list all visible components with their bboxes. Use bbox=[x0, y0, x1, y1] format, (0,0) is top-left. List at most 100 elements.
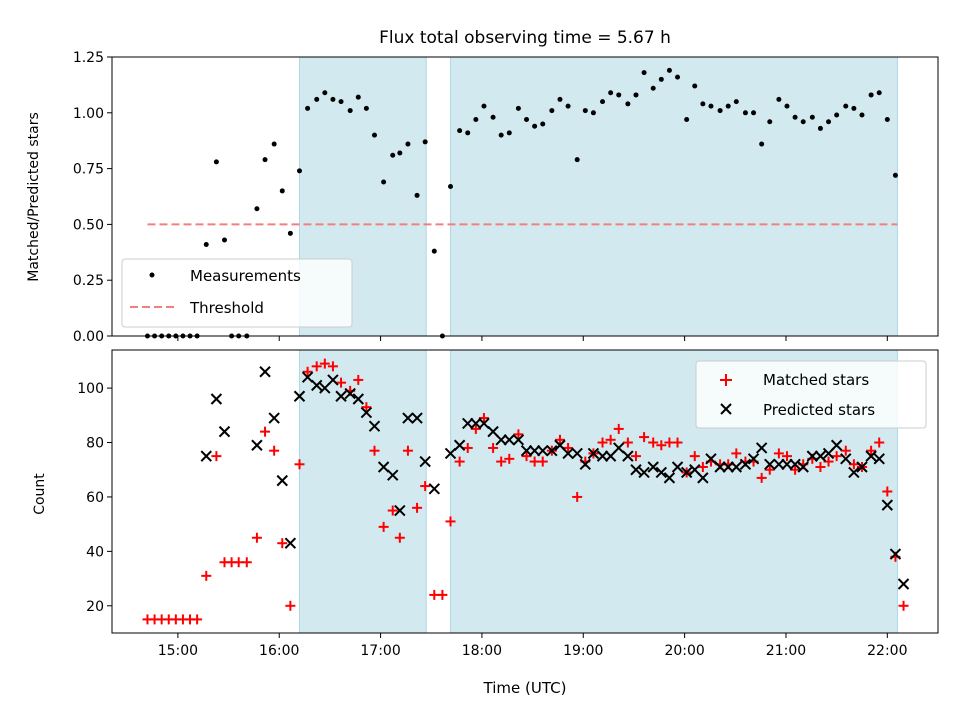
matched-star-point bbox=[513, 429, 524, 440]
matched-star-point bbox=[311, 361, 322, 372]
matched-star-point bbox=[302, 366, 313, 377]
matched-star-point bbox=[454, 456, 465, 467]
predicted-star-stroke bbox=[218, 425, 231, 438]
x-tick-label: 17:00 bbox=[360, 643, 400, 659]
measurement-point bbox=[465, 130, 471, 136]
matched-star-point bbox=[294, 459, 305, 470]
matched-star-point bbox=[412, 502, 423, 513]
predicted-star-stroke bbox=[546, 444, 558, 457]
predicted-star-point bbox=[301, 371, 314, 383]
measurement-point bbox=[271, 141, 277, 147]
predicted-star-point bbox=[210, 393, 223, 405]
predicted-star-stroke bbox=[311, 379, 323, 392]
matched-star-point bbox=[898, 600, 909, 611]
matched-star-point bbox=[478, 413, 489, 424]
predicted-star-stroke bbox=[848, 466, 860, 479]
matched-star-point bbox=[260, 426, 271, 437]
predicted-star-point bbox=[284, 537, 297, 549]
measurement-point bbox=[851, 105, 857, 111]
predicted-star-stroke bbox=[747, 453, 760, 465]
predicted-star-point bbox=[714, 461, 726, 473]
predicted-star-point bbox=[797, 461, 809, 473]
matched-star-point bbox=[656, 440, 667, 451]
matched-star-point bbox=[402, 445, 413, 456]
measurement-point bbox=[524, 116, 530, 122]
measurement-point bbox=[262, 157, 268, 163]
matched-star-point bbox=[554, 434, 565, 445]
measurement-point bbox=[708, 103, 714, 109]
measurement-point bbox=[431, 248, 437, 254]
predicted-star-point bbox=[655, 466, 668, 479]
predicted-star-point bbox=[462, 417, 474, 430]
predicted-star-stroke bbox=[528, 444, 541, 457]
measurement-point bbox=[658, 76, 664, 82]
predicted-star-point bbox=[848, 466, 860, 479]
predicted-star-point bbox=[764, 458, 776, 470]
predicted-star-stroke bbox=[789, 458, 801, 470]
top-legend-box bbox=[121, 258, 353, 328]
predicted-star-stroke bbox=[671, 461, 684, 473]
predicted-star-point bbox=[387, 469, 399, 481]
measurement-point bbox=[481, 103, 487, 109]
matched-star-point bbox=[201, 570, 212, 581]
predicted-star-point bbox=[889, 548, 902, 560]
predicted-star-point bbox=[444, 447, 457, 460]
measurement-point bbox=[809, 114, 815, 120]
predicted-star-stroke bbox=[773, 458, 785, 470]
matched-star-point bbox=[823, 456, 834, 467]
matched-star-point bbox=[622, 437, 633, 448]
predicted-star-stroke bbox=[394, 504, 406, 517]
x-tick-label: 16:00 bbox=[259, 643, 299, 659]
predicted-star-point bbox=[478, 417, 490, 430]
predicted-star-stroke bbox=[806, 450, 819, 462]
predicted-star-point bbox=[638, 466, 650, 479]
predicted-star-point bbox=[200, 450, 212, 462]
predicted-star-stroke bbox=[377, 461, 390, 473]
predicted-star-stroke bbox=[622, 450, 634, 462]
bottom-y-axis: 20 40 60 80 100 bbox=[77, 381, 112, 615]
predicted-star-stroke bbox=[387, 469, 399, 481]
matched-star-point bbox=[756, 472, 767, 483]
matched-star-point bbox=[605, 434, 616, 445]
predicted-star-stroke bbox=[453, 439, 466, 451]
matched-star-point bbox=[378, 521, 389, 532]
predicted-star-stroke bbox=[411, 412, 423, 424]
bottom-y-axis-label: Count bbox=[32, 473, 48, 515]
predicted-star-stroke bbox=[714, 461, 726, 473]
predicted-star-stroke bbox=[889, 548, 902, 560]
predicted-star-stroke bbox=[478, 417, 490, 430]
x-axis-label: Time (UTC) bbox=[483, 679, 567, 697]
predicted-star-point bbox=[873, 453, 885, 465]
predicted-star-point bbox=[722, 461, 734, 473]
predicted-star-point bbox=[739, 458, 752, 470]
predicted-star-stroke bbox=[444, 447, 457, 460]
predicted-star-point bbox=[587, 447, 600, 460]
top-panel: 0.00 0.25 0.50 0.75 1.00 1.25 Matched/Predict… bbox=[26, 50, 939, 345]
measurement-point bbox=[473, 116, 479, 122]
predicted-star-point bbox=[881, 499, 894, 511]
measurement-point bbox=[700, 101, 706, 107]
predicted-star-point bbox=[377, 461, 390, 473]
measurement-point bbox=[582, 108, 588, 114]
measurement-point bbox=[616, 92, 622, 98]
predicted-star-stroke bbox=[487, 425, 499, 438]
measurements-legend-label: Measurements bbox=[190, 267, 301, 285]
matched-star-point bbox=[840, 445, 851, 456]
measurement-point bbox=[784, 103, 790, 109]
measurement-point bbox=[390, 152, 396, 158]
matched-star-point bbox=[597, 437, 608, 448]
predicted-star-stroke bbox=[630, 464, 642, 476]
measurements-legend-marker bbox=[149, 272, 155, 278]
predicted-star-point bbox=[830, 439, 843, 451]
predicted-star-stroke bbox=[647, 461, 659, 473]
predicted-star-stroke bbox=[638, 466, 650, 479]
predicted-star-stroke bbox=[344, 387, 356, 400]
y-tick-label: 0.75 bbox=[73, 162, 104, 178]
top-x-ticks bbox=[177, 336, 888, 341]
measurement-point bbox=[371, 132, 377, 138]
predicted-star-point bbox=[671, 461, 684, 473]
top-legend: Measurements Threshold bbox=[121, 258, 353, 328]
measurement-point bbox=[834, 112, 840, 118]
measurement-point bbox=[641, 70, 647, 76]
shaded-region bbox=[299, 350, 427, 633]
